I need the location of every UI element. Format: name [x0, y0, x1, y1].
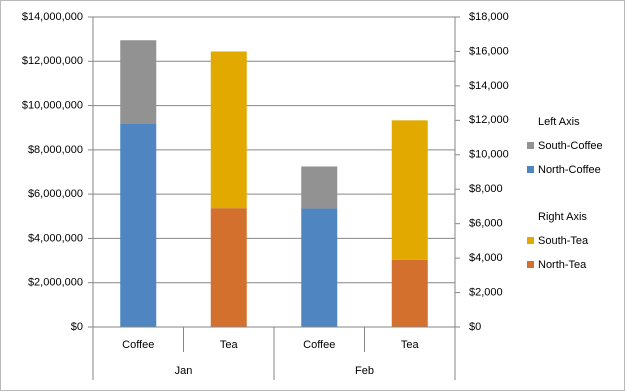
y-tick-label: $10,000,000	[22, 99, 83, 111]
bar-segment	[301, 166, 338, 209]
y2-tick-label: $18,000	[469, 11, 509, 23]
bar-segment	[210, 208, 247, 327]
y2-tick-label: $0	[469, 321, 481, 333]
legend-title: Right Axis	[538, 211, 587, 223]
y-tick-label: $12,000,000	[22, 55, 83, 67]
legend-label: North-Coffee	[538, 164, 601, 176]
legend-swatch	[527, 261, 534, 268]
legend-swatch	[527, 237, 534, 244]
y2-tick-label: $12,000	[469, 114, 509, 126]
legend-label: North-Tea	[538, 259, 587, 271]
bar-segment	[120, 123, 157, 328]
x-tick-label: Coffee	[122, 339, 154, 351]
y-tick-label: $4,000,000	[28, 232, 83, 244]
bar-segment	[391, 259, 428, 327]
y2-tick-label: $6,000	[469, 218, 503, 230]
y2-tick-label: $10,000	[469, 149, 509, 161]
x-tick-label: Tea	[401, 339, 420, 351]
bar-segment	[210, 51, 247, 209]
x-tick-label: Tea	[220, 339, 239, 351]
y-tick-label: $6,000,000	[28, 188, 83, 200]
y2-tick-label: $8,000	[469, 183, 503, 195]
legend-label: South-Coffee	[538, 140, 603, 152]
y-tick-label: $0	[71, 321, 83, 333]
y2-tick-label: $2,000	[469, 286, 503, 298]
legend-swatch	[527, 142, 534, 149]
y2-tick-label: $4,000	[469, 252, 503, 264]
x-tick-label: Coffee	[303, 339, 335, 351]
y2-tick-label: $16,000	[469, 45, 509, 57]
group-label: Jan	[175, 365, 193, 377]
y-tick-label: $8,000,000	[28, 144, 83, 156]
group-label: Feb	[355, 365, 374, 377]
y2-tick-label: $14,000	[469, 80, 509, 92]
bar-segment	[120, 40, 157, 124]
bar-segment	[391, 120, 428, 260]
legend-swatch	[527, 166, 534, 173]
legend-label: South-Tea	[538, 235, 589, 247]
y-tick-label: $14,000,000	[22, 11, 83, 23]
legend-title: Left Axis	[538, 116, 580, 128]
bar-segment	[301, 208, 338, 327]
y-tick-label: $2,000,000	[28, 277, 83, 289]
